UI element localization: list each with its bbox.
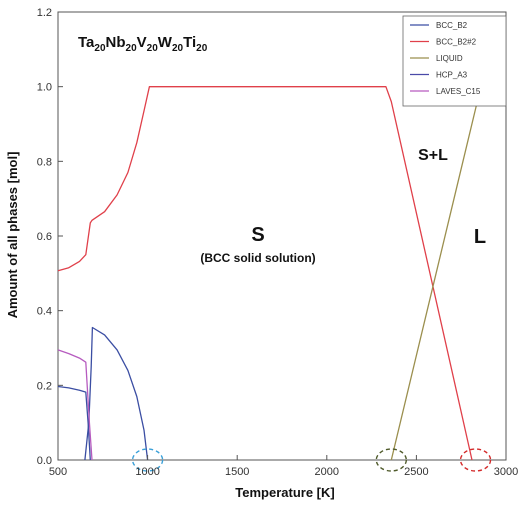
legend-label: BCC_B2#2 bbox=[436, 38, 477, 47]
x-tick-label: 3000 bbox=[494, 466, 518, 478]
transition-marker bbox=[131, 448, 164, 472]
series-line-bcc-b2 bbox=[84, 326, 149, 461]
series-line-laves-c15 bbox=[57, 349, 93, 461]
legend-label: LIQUID bbox=[436, 54, 463, 63]
x-tick-label: 2500 bbox=[404, 466, 428, 478]
two-phase-label: S+L bbox=[418, 147, 448, 164]
transition-markers bbox=[131, 448, 492, 472]
transition-marker bbox=[459, 448, 492, 472]
solid-phase-label: S bbox=[251, 224, 264, 246]
solid-phase-note: (BCC solid solution) bbox=[200, 251, 315, 265]
x-axis-title: Temperature [K] bbox=[235, 485, 334, 500]
y-tick-label: 0.6 bbox=[37, 231, 52, 243]
series-line-bcc-b2-2 bbox=[57, 86, 473, 461]
legend-label: HCP_A3 bbox=[436, 71, 468, 80]
x-tick-label: 1000 bbox=[135, 466, 159, 478]
y-axis-ticks: 0.0 0.2 0.4 0.6 0.8 1.0 1.2 bbox=[37, 7, 63, 467]
legend-items: BCC_B2 BCC_B2#2 LIQUID HCP_A3 LAVES_C15 bbox=[410, 21, 481, 96]
y-tick-label: 0.4 bbox=[37, 306, 52, 318]
x-tick-label: 2000 bbox=[315, 466, 339, 478]
x-axis-ticks: 500 1000 1500 2000 2500 3000 bbox=[49, 455, 518, 478]
y-tick-label: 0.8 bbox=[37, 156, 52, 168]
legend-label: LAVES_C15 bbox=[436, 87, 481, 96]
y-tick-label: 0.0 bbox=[37, 455, 52, 467]
liquid-phase-label: L bbox=[474, 226, 486, 248]
y-tick-label: 1.0 bbox=[37, 82, 52, 94]
chart-title: Ta20Nb20V20W20Ti20 bbox=[78, 34, 208, 54]
transition-marker bbox=[375, 448, 408, 472]
y-tick-label: 1.2 bbox=[37, 7, 52, 19]
x-tick-label: 1500 bbox=[225, 466, 249, 478]
y-axis-title: Amount of all phases [mol] bbox=[5, 152, 20, 319]
y-tick-label: 0.2 bbox=[37, 380, 52, 392]
x-tick-label: 500 bbox=[49, 466, 67, 478]
legend-label: BCC_B2 bbox=[436, 21, 468, 30]
legend: BCC_B2 BCC_B2#2 LIQUID HCP_A3 LAVES_C15 bbox=[402, 15, 507, 107]
